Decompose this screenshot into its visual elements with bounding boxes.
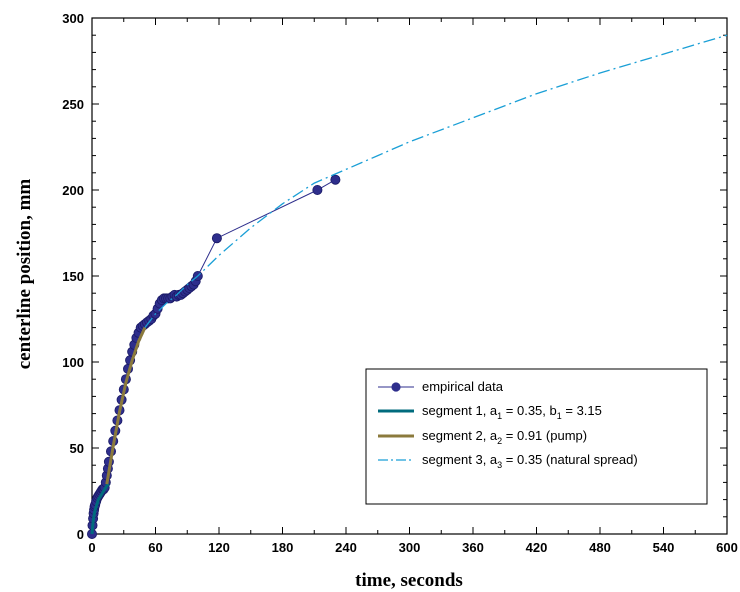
x-tick-label: 360 xyxy=(462,540,484,555)
legend-text-part: = 0.35, b xyxy=(502,403,557,418)
axes: 0 60 120 180 240 300 360 420 480 540 600 0 50 100 150 2… xyxy=(62,11,738,555)
legend-text-part: = 3.15 xyxy=(562,403,602,418)
y-tick-label: 0 xyxy=(77,527,84,542)
x-tick-label: 60 xyxy=(148,540,162,555)
legend-empirical-label: empirical data xyxy=(422,379,504,394)
legend-text-part: = 0.91 (pump) xyxy=(502,428,587,443)
series-layer xyxy=(87,34,728,540)
y-tick-label: 200 xyxy=(62,183,84,198)
x-tick-label: 420 xyxy=(526,540,548,555)
series-segment-2 xyxy=(105,326,147,485)
empirical-data-point xyxy=(330,174,341,185)
y-tick-label: 50 xyxy=(70,441,84,456)
legend-subscript: 1 xyxy=(557,411,562,421)
y-tick-label: 150 xyxy=(62,269,84,284)
series-segment-3 xyxy=(144,34,728,328)
legend-text-part: = 0.35 (natural spread) xyxy=(502,452,638,467)
legend-subscript: 2 xyxy=(497,436,502,446)
legend-subscript: 3 xyxy=(497,460,502,470)
x-axis-title: time, seconds xyxy=(355,570,463,591)
x-tick-label: 0 xyxy=(88,540,95,555)
series-segment-1 xyxy=(90,482,110,535)
x-tick-label: 120 xyxy=(208,540,230,555)
legend-box xyxy=(365,368,708,505)
x-tick-label: 480 xyxy=(589,540,611,555)
y-axis-title: centerline position, mm xyxy=(14,179,35,370)
x-tick-label: 600 xyxy=(716,540,738,555)
legend-empirical-marker xyxy=(391,382,401,392)
legend-segment-1-label: segment 1, a1 = 0.35, b1 = 3.15 xyxy=(422,403,602,421)
legend-segment-3-label: segment 3, a3 = 0.35 (natural spread) xyxy=(422,452,638,470)
y-tick-label: 300 xyxy=(62,11,84,26)
legend-text-part: segment 3, a xyxy=(422,452,498,467)
x-tick-label: 300 xyxy=(399,540,421,555)
legend-text-part: segment 2, a xyxy=(422,428,498,443)
empirical-data-point xyxy=(211,233,222,244)
x-tick-label: 240 xyxy=(335,540,357,555)
legend-segment-2-label: segment 2, a2 = 0.91 (pump) xyxy=(422,428,587,446)
empirical-data-point xyxy=(312,184,323,195)
x-tick-label: 540 xyxy=(653,540,675,555)
y-tick-label: 250 xyxy=(62,97,84,112)
x-tick-label: 180 xyxy=(272,540,294,555)
legend-text-part: segment 1, a xyxy=(422,403,498,418)
y-tick-label: 100 xyxy=(62,355,84,370)
legend-subscript: 1 xyxy=(497,411,502,421)
